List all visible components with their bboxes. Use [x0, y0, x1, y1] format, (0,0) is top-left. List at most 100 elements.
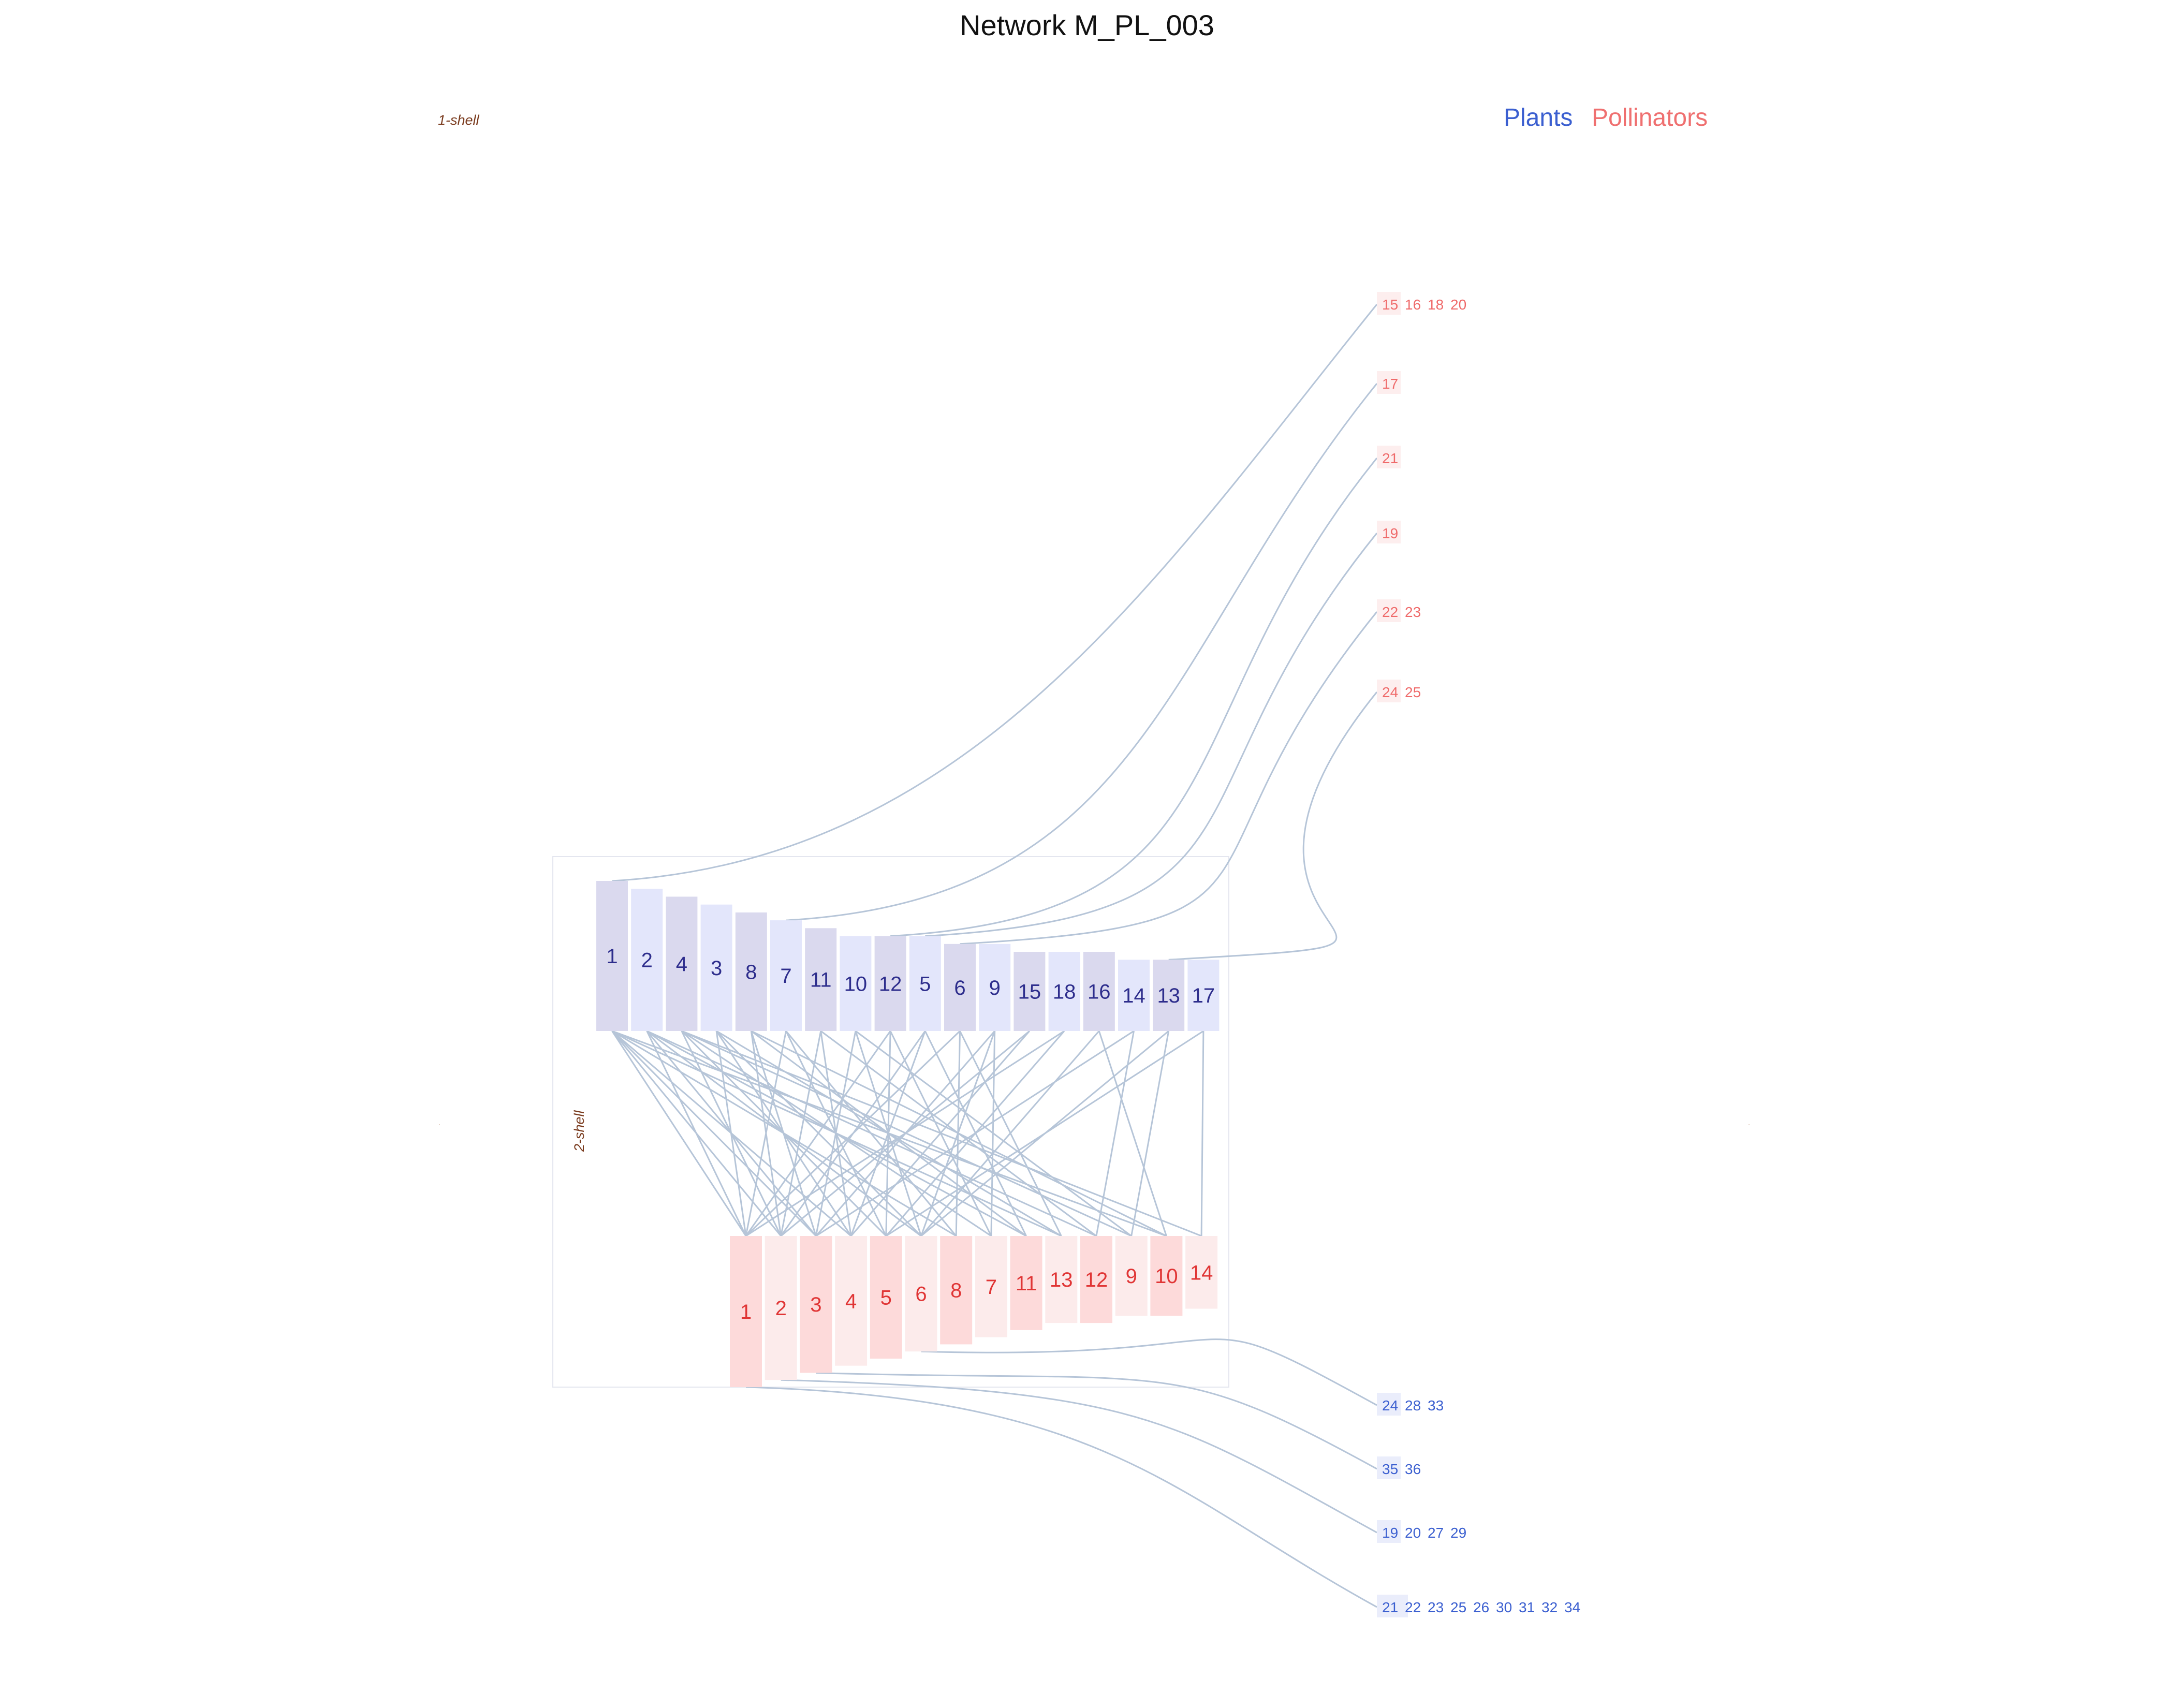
plant-node-label: 4: [676, 953, 687, 976]
interaction-link: [745, 1030, 891, 1236]
pollinator-tail-label: 24: [1382, 684, 1398, 700]
pollinator-tail-label: 18: [1428, 297, 1444, 313]
plant-node-label: 12: [879, 973, 902, 995]
tail-links-layer: [612, 304, 1378, 1608]
plant-node-7: [770, 920, 802, 1031]
plant-tail-label: 30: [1496, 1599, 1512, 1615]
pollinator-node-label: 11: [1016, 1272, 1037, 1295]
plant-node-6: [944, 944, 976, 1031]
plant-node-8: [735, 912, 767, 1031]
pollinator-nodes: 1 2 3 4 5 6 8 7 11 13 12 9 10 14: [730, 1236, 1218, 1387]
tail-link-bottom: [921, 1338, 1377, 1406]
plant-tail-label: 36: [1405, 1461, 1421, 1477]
plant-node-label: 3: [711, 957, 722, 980]
pollinator-node-label: 9: [1126, 1265, 1137, 1288]
pollinator-tail-label: 25: [1405, 684, 1421, 700]
pollinator-node-5: [870, 1236, 902, 1359]
tail-link-top: [612, 304, 1378, 882]
pollinator-node-11: [1010, 1236, 1042, 1330]
plant-tail-label: 28: [1405, 1397, 1421, 1413]
plant-node-label: 9: [989, 977, 1001, 999]
plant-node-5: [909, 936, 941, 1031]
interaction-link: [745, 1030, 1065, 1237]
plant-node-14: [1118, 960, 1150, 1031]
plant-node-10: [840, 936, 872, 1031]
interaction-link: [611, 1030, 747, 1236]
plant-tail-box: [1377, 1520, 1401, 1543]
interaction-link: [850, 1030, 926, 1236]
plant-node-label: 11: [810, 969, 832, 992]
plant-node-15: [1013, 952, 1046, 1031]
interaction-link: [745, 1030, 787, 1236]
tail-link-top: [925, 533, 1378, 937]
tail-link-bottom: [781, 1379, 1377, 1534]
interaction-link: [1200, 1030, 1204, 1236]
pollinator-tail-box: [1377, 371, 1401, 394]
diagram-title: Network M_PL_003: [960, 9, 1214, 41]
plant-tail-label: 31: [1519, 1599, 1535, 1615]
pollinator-node-3: [800, 1236, 832, 1373]
tail-link-top: [1168, 691, 1378, 961]
shell-label-inner: 2-shell: [571, 1110, 587, 1152]
plant-node-label: 5: [919, 973, 931, 995]
plant-tail-label: 19: [1382, 1525, 1398, 1541]
pollinator-node-9: [1115, 1236, 1148, 1316]
pollinator-tail-label: 19: [1382, 525, 1398, 541]
pollinator-node-8: [940, 1236, 973, 1345]
pollinator-tail-box: [1377, 599, 1401, 622]
plant-node-label: 17: [1192, 984, 1215, 1007]
pollinator-tail-label: 23: [1405, 604, 1421, 620]
plant-node-3: [700, 904, 732, 1031]
interaction-link: [1098, 1030, 1167, 1236]
interaction-link: [1130, 1030, 1170, 1236]
pollinator-node-label: 4: [845, 1290, 857, 1313]
plant-node-label: 16: [1088, 981, 1111, 1004]
tail-link-top: [890, 458, 1378, 937]
plant-tail-label: 32: [1541, 1599, 1558, 1615]
pollinator-node-10: [1150, 1236, 1183, 1316]
interaction-link: [815, 1030, 857, 1236]
pollinator-node-13: [1045, 1236, 1078, 1323]
plant-tail-label: 26: [1473, 1599, 1489, 1615]
plant-node-16: [1083, 952, 1115, 1031]
pollinator-node-1: [730, 1236, 762, 1387]
interaction-link: [885, 1030, 1204, 1237]
plant-tail-label: 29: [1450, 1525, 1466, 1541]
legend-plants: Plants: [1504, 104, 1573, 131]
pollinator-tail-box: [1377, 446, 1401, 468]
plant-node-1: [596, 881, 628, 1031]
plant-node-label: 7: [780, 965, 791, 988]
pollinator-node-label: 6: [915, 1283, 927, 1306]
interaction-link: [1095, 1030, 1135, 1236]
pollinator-node-label: 5: [880, 1286, 892, 1309]
plant-node-label: 14: [1122, 984, 1145, 1007]
plant-tail-label: 21: [1382, 1599, 1398, 1615]
interaction-link: [815, 1030, 1135, 1237]
plant-tail-label: 22: [1405, 1599, 1421, 1615]
pollinator-node-label: 13: [1050, 1269, 1073, 1291]
links-layer: [611, 1030, 1204, 1237]
plant-tail-label: 27: [1428, 1525, 1444, 1541]
tail-link-top: [960, 611, 1378, 945]
interaction-link: [646, 1030, 747, 1236]
plant-node-label: 13: [1157, 984, 1180, 1007]
pollinator-tail-label: 21: [1382, 450, 1398, 466]
pollinator-node-label: 3: [810, 1293, 821, 1316]
legend-pollinators: Pollinators: [1592, 104, 1708, 131]
shell-box-outer-left-mark: [439, 1124, 440, 1125]
pollinator-node-6: [905, 1236, 937, 1352]
pollinator-node-label: 1: [740, 1301, 752, 1323]
plant-tail-label: 24: [1382, 1397, 1398, 1413]
plant-tail-box: [1377, 1456, 1401, 1479]
tail-labels: 15 16 18 20 17 21 19 22 23 24 25 24 28 33 35 36 19 20 27 29…: [1377, 292, 1580, 1617]
plant-tail-box: [1377, 1393, 1401, 1416]
pollinator-tail-label: 16: [1405, 297, 1421, 313]
plant-node-label: 6: [954, 977, 965, 999]
pollinator-tail-label: 17: [1382, 376, 1398, 392]
pollinator-node-label: 10: [1155, 1265, 1178, 1288]
interaction-link: [990, 1030, 996, 1236]
pollinator-node-label: 14: [1190, 1261, 1213, 1284]
tail-link-bottom: [816, 1372, 1377, 1470]
interaction-link: [920, 1030, 996, 1236]
pollinator-node-label: 12: [1085, 1269, 1108, 1291]
